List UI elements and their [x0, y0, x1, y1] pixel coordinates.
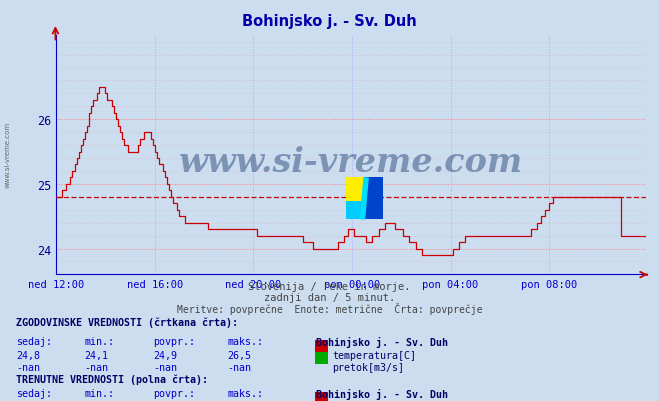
Text: -nan: -nan: [16, 362, 40, 372]
Text: 24,9: 24,9: [154, 350, 177, 360]
Text: -nan: -nan: [227, 362, 251, 372]
Text: min.:: min.:: [84, 336, 115, 346]
Text: Slovenija / reke in morje.: Slovenija / reke in morje.: [248, 282, 411, 292]
Text: pretok[m3/s]: pretok[m3/s]: [332, 362, 404, 372]
Text: www.si-vreme.com: www.si-vreme.com: [179, 146, 523, 179]
Text: povpr.:: povpr.:: [154, 388, 196, 398]
Text: TRENUTNE VREDNOSTI (polna črta):: TRENUTNE VREDNOSTI (polna črta):: [16, 374, 208, 384]
Text: ZGODOVINSKE VREDNOSTI (črtkana črta):: ZGODOVINSKE VREDNOSTI (črtkana črta):: [16, 317, 239, 327]
Text: sedaj:: sedaj:: [16, 336, 53, 346]
Text: Bohinjsko j. - Sv. Duh: Bohinjsko j. - Sv. Duh: [316, 388, 448, 399]
Text: maks.:: maks.:: [227, 336, 264, 346]
Text: Meritve: povprečne  Enote: metrične  Črta: povprečje: Meritve: povprečne Enote: metrične Črta:…: [177, 302, 482, 314]
Text: Bohinjsko j. - Sv. Duh: Bohinjsko j. - Sv. Duh: [242, 14, 417, 29]
Text: sedaj:: sedaj:: [16, 388, 53, 398]
Text: povpr.:: povpr.:: [154, 336, 196, 346]
Text: -nan: -nan: [154, 362, 177, 372]
Text: min.:: min.:: [84, 388, 115, 398]
Text: Bohinjsko j. - Sv. Duh: Bohinjsko j. - Sv. Duh: [316, 336, 448, 347]
Text: www.si-vreme.com: www.si-vreme.com: [5, 122, 11, 187]
Text: 24,1: 24,1: [84, 350, 108, 360]
Text: -nan: -nan: [84, 362, 108, 372]
Text: zadnji dan / 5 minut.: zadnji dan / 5 minut.: [264, 292, 395, 302]
Bar: [346, 201, 364, 220]
Text: temperatura[C]: temperatura[C]: [332, 350, 416, 360]
Bar: [364, 201, 383, 220]
Text: maks.:: maks.:: [227, 388, 264, 398]
Text: 26,5: 26,5: [227, 350, 251, 360]
Bar: [346, 178, 364, 201]
Text: 24,8: 24,8: [16, 350, 40, 360]
Bar: [364, 178, 383, 201]
